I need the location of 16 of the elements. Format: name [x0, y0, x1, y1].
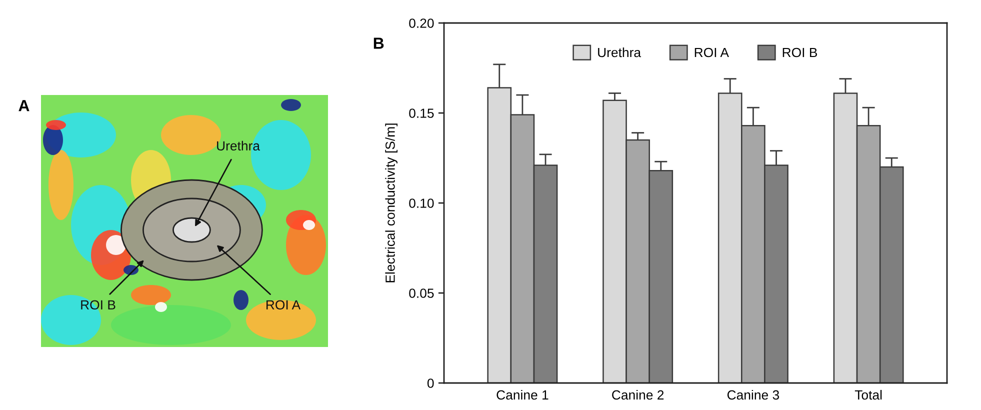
legend-label: ROI A: [694, 48, 729, 58]
y-tick-label: 0.20: [409, 18, 434, 28]
x-tick-label: Canine 1: [496, 390, 548, 400]
text: B: [374, 38, 384, 49]
y-tick-label: 0.15: [409, 108, 434, 118]
legend-label: ROI B: [782, 48, 818, 58]
x-tick-label: Canine 2: [612, 390, 664, 400]
y-tick-label: 0: [427, 378, 434, 388]
y-axis-title: Electrical conductivity [S/m]: [385, 124, 398, 282]
x-tick-label: Total: [854, 390, 882, 400]
legend-label: Urethra: [598, 47, 642, 58]
text: A: [18, 100, 30, 112]
x-tick-label: Canine 3: [727, 390, 780, 400]
y-tick-label: 0.05: [409, 288, 434, 298]
y-tick-label: 0.10: [409, 198, 434, 208]
text: ROI A: [266, 300, 301, 310]
